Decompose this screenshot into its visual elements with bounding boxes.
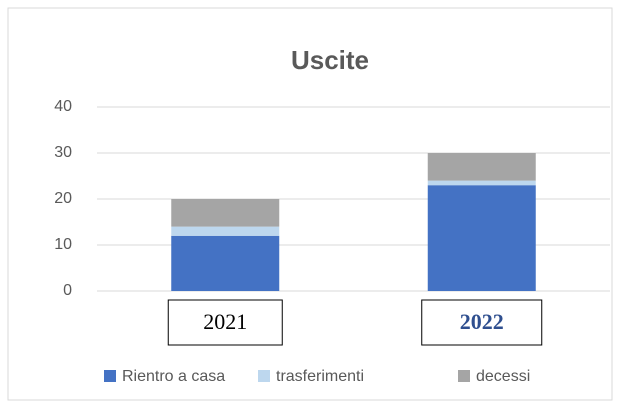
legend-swatch <box>104 370 116 382</box>
bar-segment <box>427 185 536 291</box>
legend-swatch <box>458 370 470 382</box>
bar-segment <box>427 153 536 181</box>
legend-label: decessi <box>476 368 530 385</box>
bar-segment <box>171 235 280 291</box>
category-box <box>167 299 283 346</box>
y-tick-label: 20 <box>54 190 72 207</box>
bar-segment <box>171 199 280 227</box>
legend-swatch <box>258 370 270 382</box>
y-tick-label: 0 <box>63 282 72 299</box>
y-tick-label: 40 <box>54 98 72 115</box>
x-tick-label: 2022 <box>460 309 504 334</box>
x-tick-label: 2021 <box>203 309 247 334</box>
bar-segment <box>171 226 280 236</box>
bar-segment <box>427 180 536 186</box>
y-tick-label: 30 <box>54 144 72 161</box>
legend-label: Rientro a casa <box>122 368 225 385</box>
category-box <box>421 299 543 346</box>
y-tick-label: 10 <box>54 236 72 253</box>
legend-label: trasferimenti <box>276 368 364 385</box>
chart-title: Uscite <box>291 45 369 75</box>
